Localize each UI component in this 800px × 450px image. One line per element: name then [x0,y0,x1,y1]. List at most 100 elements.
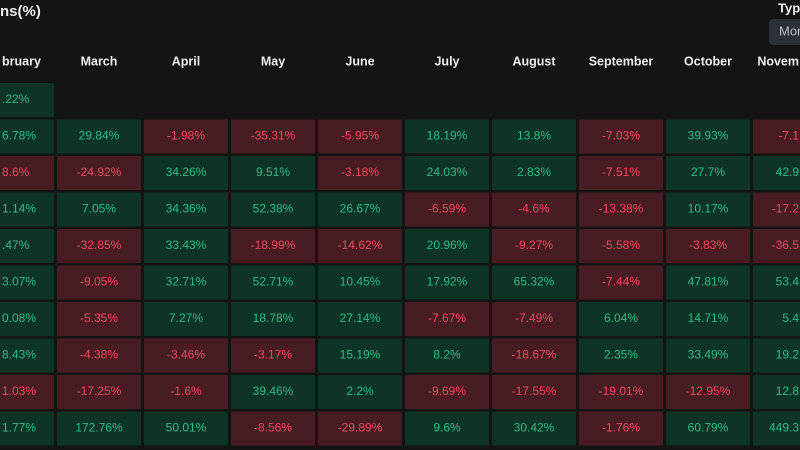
cell-value: -17.55% [512,384,557,398]
cell [57,156,141,190]
cell [753,338,800,373]
cell-value: 8.43% [2,348,36,362]
cell [405,119,489,154]
cell-value: 8.2% [433,348,461,362]
cell [405,411,489,446]
cell [579,156,663,190]
cell-value: -7.1 [778,129,799,143]
cell-value: -9.27% [515,238,553,252]
cell [144,338,228,373]
cell-value: 26.67% [340,202,381,216]
cell-value: -36.5 [772,238,800,252]
cell [405,192,489,227]
cell-value: 1.14% [2,202,36,216]
cell-value: 29.84% [79,129,120,143]
cell [405,229,489,263]
cell-value: 15.19% [340,348,381,362]
cell-value: 7.27% [169,311,203,325]
cell-value: -3.18% [341,165,379,179]
cell [753,302,800,336]
cell [753,411,800,446]
cell-value: 32.71% [166,275,207,289]
cell [666,411,750,446]
cell-value: -14.62% [338,238,383,252]
cell-value: 449.3 [769,421,799,435]
type-select[interactable] [769,19,800,45]
cell-value: 6.04% [604,311,638,325]
cell-value: 12.8 [776,384,800,398]
column-header: March [81,54,118,68]
cell-value: -3.46% [167,348,205,362]
cell-value: -4.6% [518,202,550,216]
cell [57,375,141,409]
cell-value: 2.35% [604,348,638,362]
cell [144,156,228,190]
cell [579,265,663,300]
cell [492,229,576,263]
type-label: Typ [778,0,800,15]
cell-value: 47.81% [688,275,729,289]
cell [579,302,663,336]
cell [231,192,315,227]
column-header: September [589,54,654,68]
cell-value: -5.95% [341,129,379,143]
cell [666,229,750,263]
cell-value: 52.38% [253,202,294,216]
cell-value: -3.17% [254,348,292,362]
cell [666,192,750,227]
cell [318,265,402,300]
cell-value: -9.69% [428,384,466,398]
cell-value: -24.92% [77,165,122,179]
cell-value: 53.4 [776,275,800,289]
cell [231,411,315,446]
cell-value: 13.8% [517,129,551,143]
cell-value: 8.6% [2,165,30,179]
cell-value: -7.49% [515,311,553,325]
cell [753,119,800,154]
cell [318,302,402,336]
cell [492,375,576,409]
cell-value: -7.44% [602,275,640,289]
cell-value: -7.67% [428,311,466,325]
cell-value: 39.46% [253,384,294,398]
cell [318,119,402,154]
cell-value: -32.85% [77,238,122,252]
cell-value: .22% [2,92,30,106]
cell-value: 18.78% [253,311,294,325]
cell [231,302,315,336]
cell [231,375,315,409]
cell [57,229,141,263]
cell-value: 14.71% [688,311,729,325]
cell [0,229,54,263]
cell-value: -19.01% [599,384,644,398]
cell [0,375,54,409]
cell [405,375,489,409]
cell [666,302,750,336]
cell [405,302,489,336]
cell [666,265,750,300]
cell-value: -9.05% [80,275,118,289]
cell [579,375,663,409]
cell-value: 19.2 [776,348,800,362]
cell [57,411,141,446]
cell-value: -8.56% [254,421,292,435]
cell [144,229,228,263]
cell [753,229,800,263]
cell [57,302,141,336]
cell [144,375,228,409]
cell [144,192,228,227]
cell [753,375,800,409]
cell [0,265,54,300]
cell [666,375,750,409]
cell-value: 6.78% [2,129,36,143]
cell-value: 5.4 [782,311,799,325]
cell-value: .47% [2,238,30,252]
type-value[interactable]: Mor [779,23,800,38]
cell-value: 9.51% [256,165,290,179]
cell-value: 33.49% [688,348,729,362]
cell-value: 52.71% [253,275,294,289]
cell [318,338,402,373]
cell-value: 18.19% [427,129,468,143]
